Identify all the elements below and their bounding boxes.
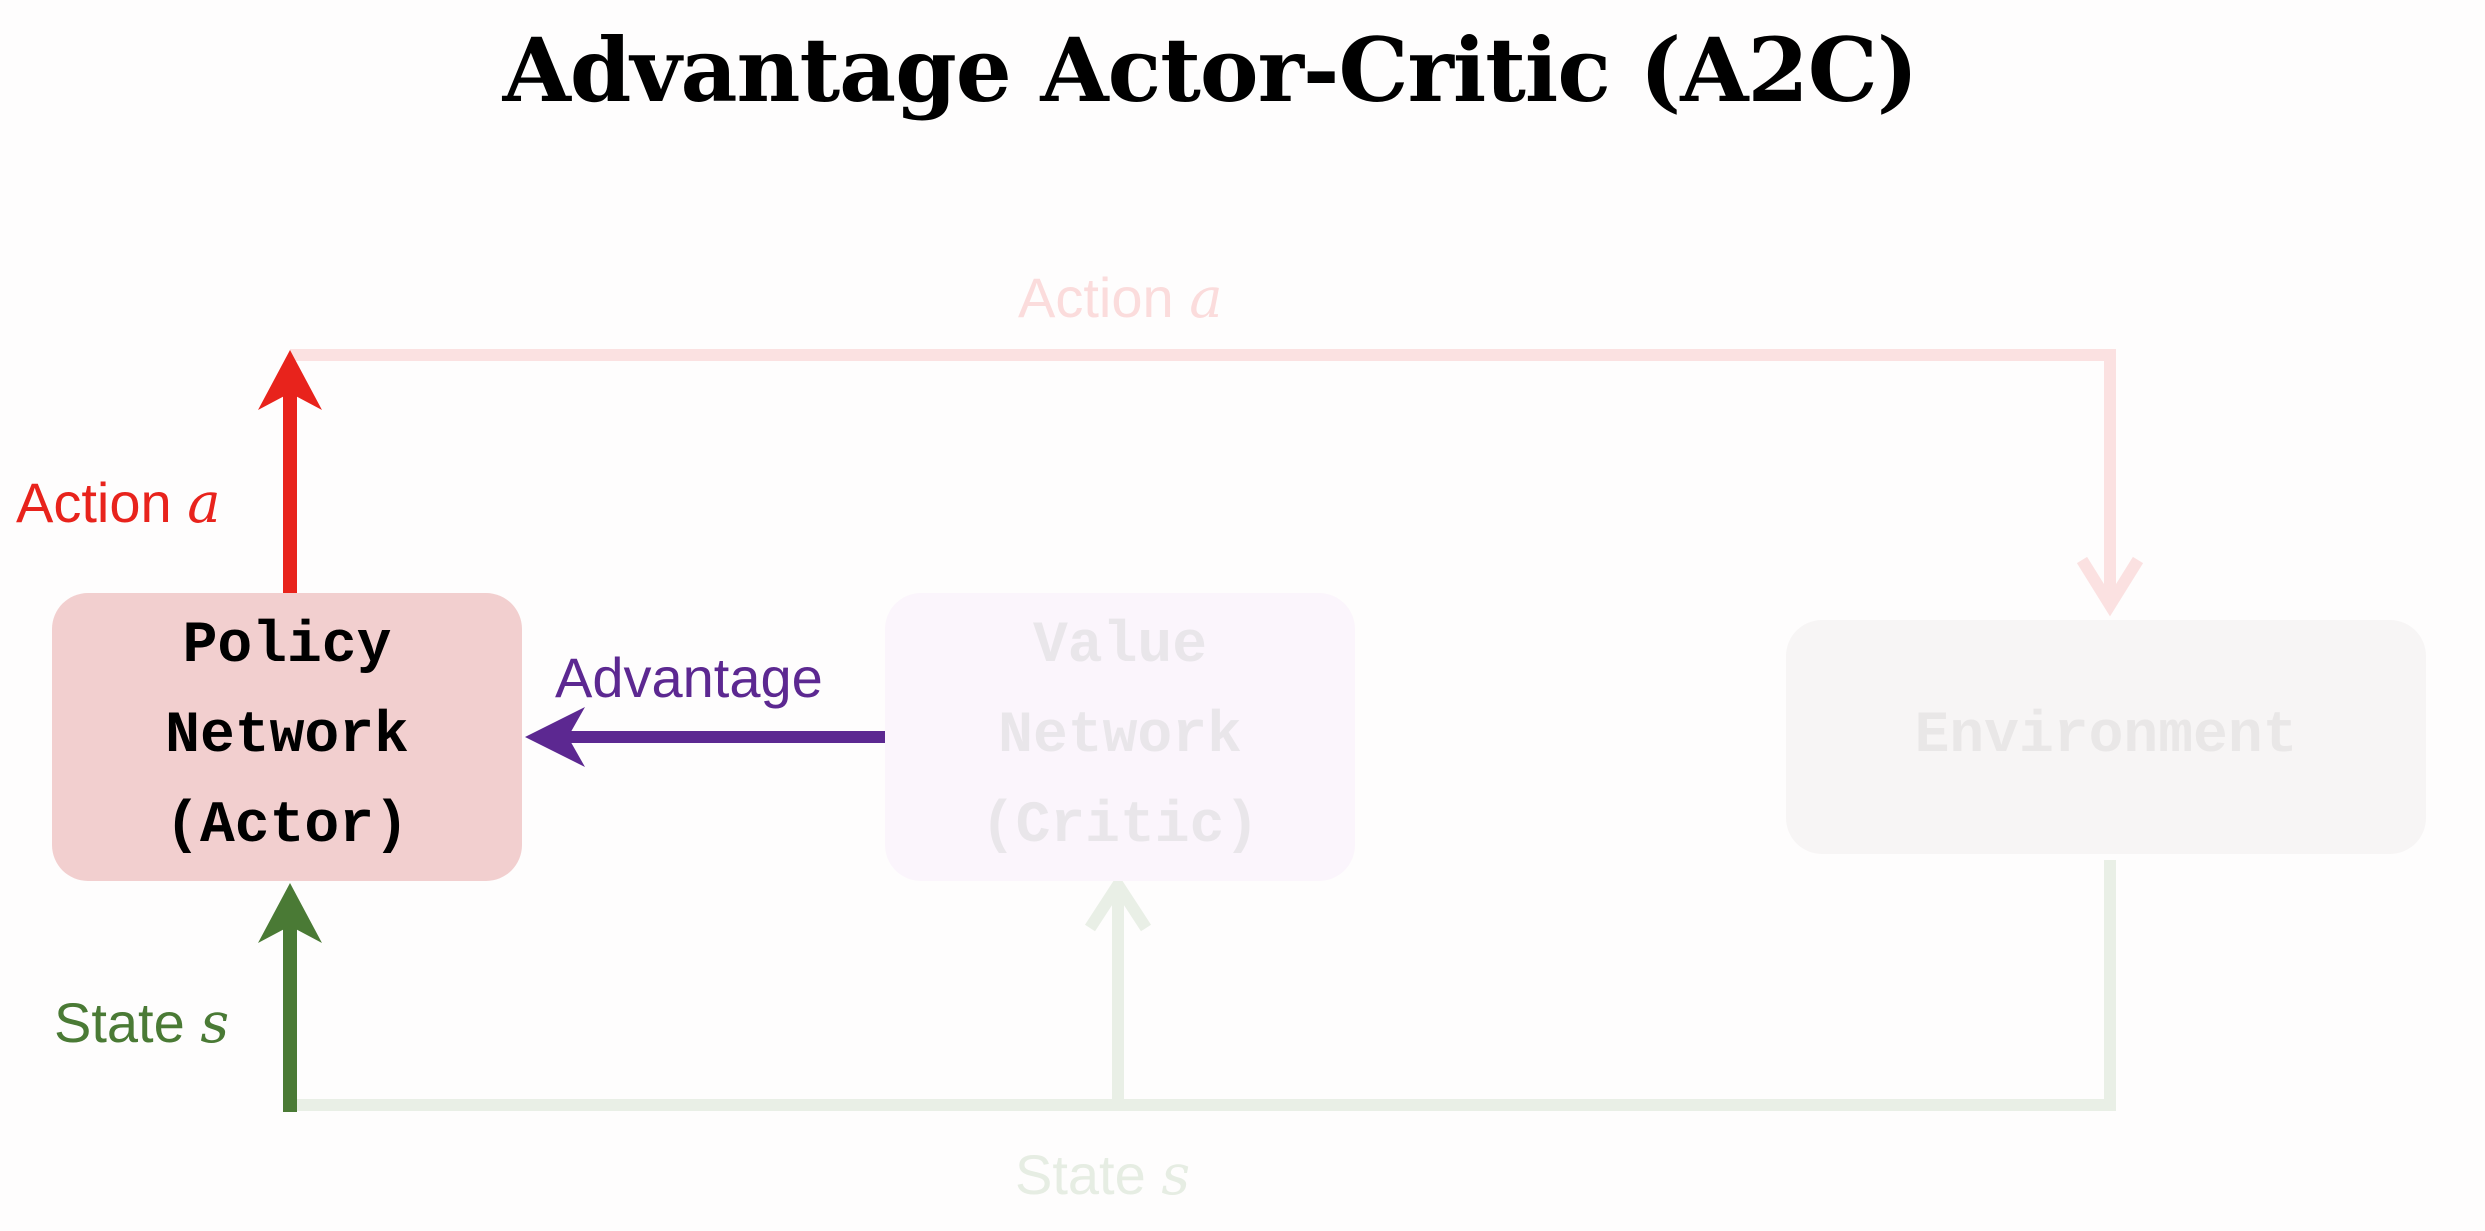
action-top-var: a	[1189, 266, 1223, 331]
state-to-value-arrowhead	[1084, 874, 1152, 932]
policy-line-2: Network	[165, 704, 409, 769]
policy-network-box: Policy Network (Actor)	[52, 593, 522, 881]
action-arrow-head	[258, 350, 322, 410]
policy-line-1: Policy	[182, 614, 392, 679]
environment-label: Environment	[1914, 704, 2298, 769]
state-bottom-label: State s	[1015, 1142, 1190, 1208]
state-left-var: s	[200, 991, 230, 1056]
diagram-title: Advantage Actor-Critic (A2C)	[502, 18, 1919, 122]
state-bottom-text: State	[1015, 1143, 1162, 1206]
policy-line-3: (Actor)	[165, 794, 409, 859]
state-loop-line	[290, 860, 2116, 1111]
state-arrow-head	[258, 883, 322, 943]
advantage-arrow-head	[525, 707, 585, 767]
environment-box: Environment	[1786, 620, 2426, 854]
state-left-label: State s	[54, 990, 229, 1056]
action-loop-arrowhead	[2076, 556, 2144, 617]
action-left-label: Action a	[16, 470, 221, 536]
action-top-text: Action	[1018, 266, 1190, 329]
action-left-text: Action	[16, 471, 188, 534]
state-bottom-var: s	[1161, 1143, 1191, 1208]
value-line-1: Value	[1032, 614, 1207, 679]
value-line-2: Network	[998, 704, 1242, 769]
state-left-text: State	[54, 991, 201, 1054]
advantage-label: Advantage	[555, 646, 823, 709]
value-line-3: (Critic)	[980, 794, 1260, 859]
action-left-var: a	[187, 471, 221, 536]
action-loop-line	[290, 349, 2116, 600]
action-top-label: Action a	[1018, 265, 1223, 331]
value-network-box: Value Network (Critic)	[885, 593, 1355, 881]
